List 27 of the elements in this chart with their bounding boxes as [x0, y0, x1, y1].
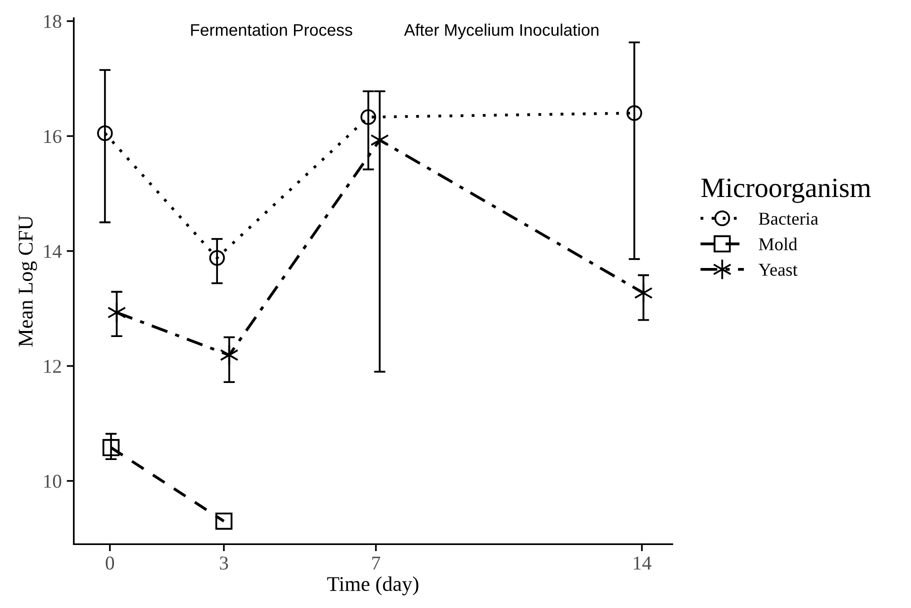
- point: [209, 250, 225, 266]
- legend-label: Bacteria: [758, 212, 818, 225]
- x-tick-label: 3: [220, 556, 228, 570]
- point: [220, 344, 239, 366]
- x-tick-label: 7: [372, 556, 380, 570]
- point: [370, 129, 390, 151]
- point: [102, 439, 120, 456]
- annotation: Fermentation Process: [191, 24, 352, 36]
- point: [634, 282, 653, 304]
- y-tick-label: 16: [44, 130, 62, 144]
- legend-title: Microorganism: [701, 178, 871, 203]
- point: [360, 109, 376, 125]
- y-axis-title: Mean Log CFU: [18, 216, 37, 347]
- point: [97, 125, 113, 142]
- y-tick-label: 18: [44, 14, 62, 28]
- x-axis-title: Time (day): [327, 576, 418, 596]
- y-tick-label: 10: [44, 474, 62, 488]
- point: [107, 302, 126, 324]
- annotation: After Mycelium Inoculation: [404, 24, 598, 40]
- x-tick-label: 14: [634, 556, 652, 570]
- x-tick-label: 0: [106, 556, 114, 570]
- legend-label: Yeast: [758, 264, 798, 276]
- point: [626, 105, 642, 121]
- y-tick-label: 14: [44, 244, 62, 258]
- legend-label: Mold: [758, 238, 798, 250]
- point: [215, 512, 232, 530]
- y-tick-label: 12: [44, 360, 61, 373]
